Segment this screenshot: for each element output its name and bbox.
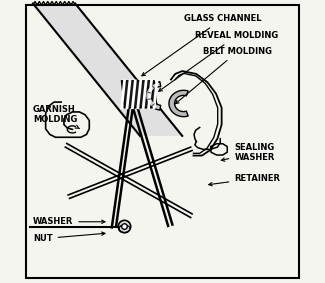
Polygon shape: [33, 3, 182, 136]
Polygon shape: [169, 90, 188, 117]
Text: SEALING
WASHER: SEALING WASHER: [221, 143, 275, 162]
Text: NUT: NUT: [33, 232, 105, 243]
Circle shape: [122, 224, 127, 229]
Text: WASHER: WASHER: [33, 217, 105, 226]
Polygon shape: [146, 82, 161, 110]
Text: BELT MOLDING: BELT MOLDING: [176, 47, 272, 104]
Text: GARNISH
MOLDING: GARNISH MOLDING: [33, 105, 79, 129]
Text: GLASS CHANNEL: GLASS CHANNEL: [142, 14, 261, 76]
Text: RETAINER: RETAINER: [209, 173, 280, 186]
Text: REVEAL MOLDING: REVEAL MOLDING: [159, 31, 278, 91]
Circle shape: [118, 220, 131, 233]
Polygon shape: [122, 81, 157, 108]
